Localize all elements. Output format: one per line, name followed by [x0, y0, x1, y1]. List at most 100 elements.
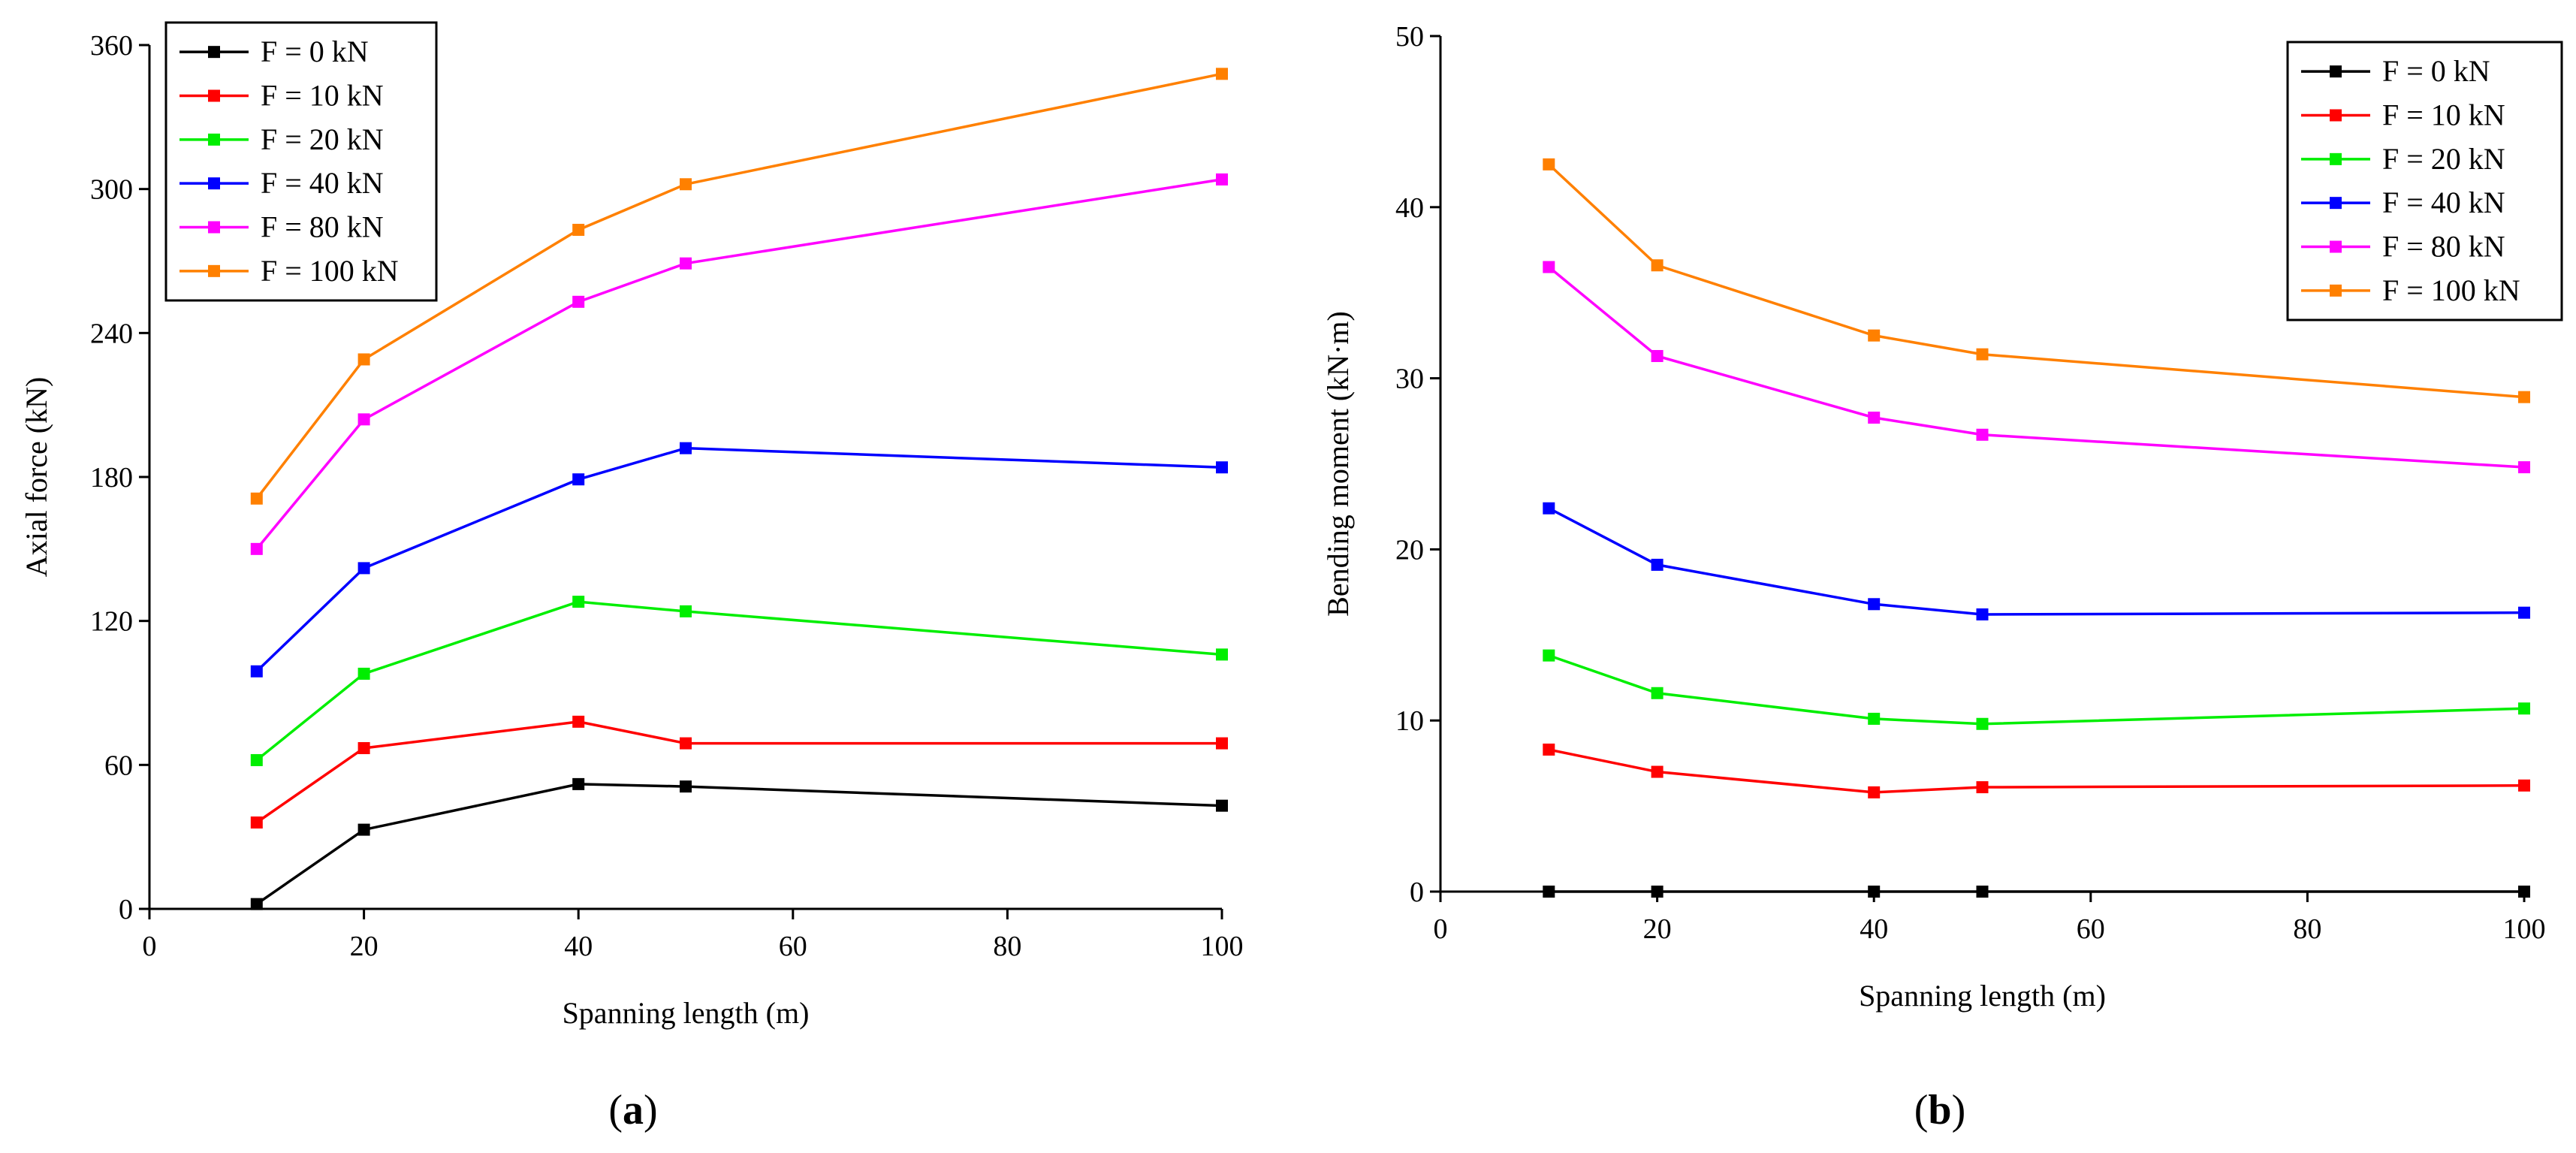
chart-b-data-point — [1651, 886, 1664, 898]
chart-a-legend-marker — [208, 46, 220, 59]
chart-b-legend-marker — [2330, 240, 2342, 253]
chart-a-legend-marker — [208, 133, 220, 146]
chart-b-data-point — [1976, 608, 1989, 620]
chart-a-x-tick-label: 0 — [143, 931, 157, 962]
chart-a-data-point — [680, 442, 692, 454]
chart-b-legend-marker — [2330, 65, 2342, 78]
chart-a-legend-label: F = 40 kN — [261, 166, 384, 200]
chart-a-data-point — [250, 542, 263, 555]
chart-b-y-tick-label: 50 — [1395, 21, 1424, 53]
chart-b-series-line-1 — [1548, 748, 2525, 794]
chart-a-data-point — [572, 223, 585, 236]
chart-b-series-line-2 — [1548, 653, 2525, 726]
chart-b-data-point — [1868, 712, 1881, 725]
chart-b-data-point — [1976, 781, 1989, 794]
chart-a-x-axis-title: Spanning length (m) — [563, 996, 810, 1030]
chart-b-legend — [2286, 41, 2563, 321]
chart-a-data-point — [1216, 173, 1228, 186]
chart-a-data-point — [1216, 737, 1228, 750]
chart-b-data-point — [1976, 348, 1989, 361]
chart-a-data-point — [680, 178, 692, 191]
chart-b-y-tick-label: 20 — [1395, 534, 1424, 566]
chart-b-data-point — [2518, 779, 2530, 792]
chart-b-data-point — [1651, 765, 1664, 778]
chart-a-x-tick-label: 100 — [1201, 931, 1244, 962]
chart-a-y-tick-label: 240 — [90, 318, 133, 349]
chart-b-y-tick-label: 0 — [1410, 877, 1424, 908]
chart-b-data-point — [1868, 329, 1881, 342]
chart-b-data-point — [1543, 261, 1555, 273]
chart-b-data-point — [1976, 886, 1989, 898]
chart-a-data-point — [250, 665, 263, 678]
chart-b-data-point — [1868, 411, 1881, 424]
chart-a-data-point — [1216, 68, 1228, 80]
chart-a-series-line-2 — [255, 600, 1223, 762]
chart-a-data-point — [357, 562, 370, 575]
chart-a-data-point — [572, 777, 585, 790]
chart-b-legend-marker — [2330, 109, 2342, 122]
chart-a-data-point — [572, 596, 585, 608]
chart-a-y-tick-label: 60 — [104, 750, 133, 781]
chart-a-data-point — [357, 741, 370, 754]
chart-a-x-tick-label: 20 — [350, 931, 379, 962]
chart-b-data-point — [1868, 786, 1881, 798]
chart-a-data-point — [357, 413, 370, 426]
chart-a-data-point — [250, 492, 263, 505]
chart-a-legend-marker — [208, 221, 220, 234]
chart-a-data-point — [680, 605, 692, 617]
chart-a-legend — [164, 21, 438, 302]
chart-a-x-tick-label: 80 — [993, 931, 1021, 962]
chart-b-y-axis-title: Bending moment (kN·m) — [1321, 311, 1355, 617]
chart-a-legend-label: F = 10 kN — [261, 79, 384, 113]
chart-b-data-point — [2518, 391, 2530, 403]
chart-a-series-line-1 — [255, 720, 1222, 824]
chart-b-data-point — [1976, 428, 1989, 441]
chart-b-x-tick-label: 60 — [2077, 913, 2105, 945]
chart-b-y-tick-label: 30 — [1395, 364, 1424, 395]
chart-b-y-tick-label: 40 — [1395, 192, 1424, 224]
chart-a-legend-label: F = 0 kN — [261, 35, 369, 68]
chart-a-legend-marker — [208, 177, 220, 190]
chart-a-legend-label: F = 80 kN — [261, 210, 384, 244]
chart-a-data-point — [250, 898, 263, 910]
chart-a-data-point — [250, 753, 263, 766]
chart-b-data-point — [1976, 717, 1989, 730]
chart-b-x-tick-label: 40 — [1860, 913, 1888, 945]
chart-b-x-axis-title: Spanning length (m) — [1859, 979, 2106, 1013]
chart-b-x-tick-label: 20 — [1643, 913, 1672, 945]
panel-a-axial-force-chart: 0 20 40 60 80 100 0 60 120 180 240 300 360 Spanning l… — [20, 21, 1244, 1133]
chart-b-data-point — [1651, 349, 1664, 362]
chart-a-series-line-3 — [255, 446, 1223, 673]
chart-a-legend-label: F = 20 kN — [261, 122, 384, 156]
chart-b-legend-marker — [2330, 284, 2342, 297]
chart-a-x-tick-label: 40 — [564, 931, 593, 962]
chart-b-legend-label: F = 20 kN — [2382, 142, 2505, 176]
chart-b-legend-label: F = 0 kN — [2382, 54, 2490, 88]
chart-a-y-tick-label: 300 — [90, 174, 133, 206]
chart-a-panel-label: (a) — [608, 1087, 657, 1133]
chart-a-data-point — [572, 473, 585, 486]
chart-b-y-tick-label: 10 — [1395, 705, 1424, 737]
chart-b-data-point — [1543, 158, 1555, 171]
chart-b-data-point — [2518, 606, 2530, 619]
chart-a-data-point — [680, 780, 692, 793]
chart-b-data-point — [2518, 886, 2530, 898]
chart-a-data-point — [357, 667, 370, 680]
chart-a-data-point — [680, 257, 692, 270]
chart-b-legend-label: F = 10 kN — [2382, 98, 2505, 132]
chart-b-legend-label: F = 100 kN — [2382, 273, 2520, 307]
chart-a-x-tick-label: 60 — [779, 931, 807, 962]
chart-b-data-point — [1543, 649, 1555, 662]
chart-a-legend-label: F = 100 kN — [261, 254, 399, 288]
chart-a-legend-marker — [208, 89, 220, 102]
chart-a-y-tick-label: 180 — [90, 462, 133, 493]
chart-b-legend-label: F = 40 kN — [2382, 186, 2505, 219]
chart-b-x-tick-label: 80 — [2293, 913, 2321, 945]
chart-b-legend-marker — [2330, 152, 2342, 165]
chart-a-data-point — [680, 737, 692, 750]
chart-a-data-point — [250, 816, 263, 829]
chart-a-y-tick-label: 120 — [90, 606, 133, 638]
chart-a-data-point — [1216, 648, 1228, 661]
chart-b-data-point — [2518, 702, 2530, 715]
